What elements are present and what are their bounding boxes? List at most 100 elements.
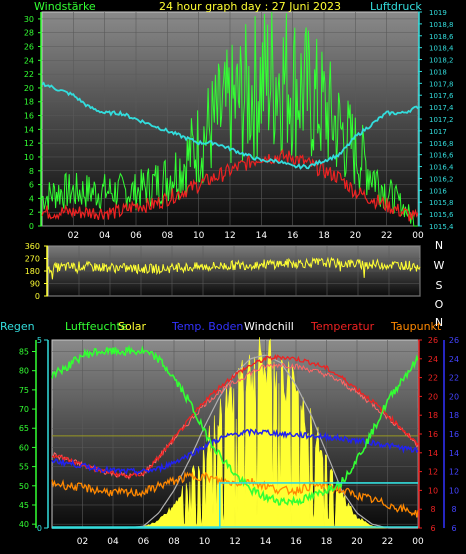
- y-tick-label: 18: [24, 98, 34, 107]
- legend-temp-boden: Temp. Boden: [171, 320, 243, 333]
- soil-temp-tick-label: 10: [449, 486, 459, 495]
- y2-tick-label: 1016,6: [429, 152, 454, 160]
- temp-tick-label: 14: [428, 449, 438, 458]
- x-tick-label: 00: [412, 537, 424, 547]
- x-tick-label: 22: [381, 231, 392, 241]
- legend-regen: Regen: [0, 320, 35, 333]
- compass-letter: N: [435, 316, 443, 329]
- x-tick-label: 20: [350, 231, 362, 241]
- y2-tick-label: 1018,2: [429, 57, 454, 65]
- temp-tick-label: 24: [428, 355, 438, 364]
- x-tick-label: 02: [77, 537, 88, 547]
- legend-solar: Solar: [118, 320, 147, 333]
- wind-direction-series: [47, 256, 421, 280]
- x-tick-label: 16: [290, 537, 302, 547]
- hum-tick-label: 55: [19, 463, 29, 472]
- soil-temp-tick-label: 18: [449, 411, 459, 420]
- compass-letter: W: [434, 259, 445, 272]
- rain-tick-label: 0: [37, 524, 42, 533]
- hum-tick-label: 75: [19, 386, 29, 395]
- x-tick-label: 00: [412, 231, 424, 241]
- wind-avg-line: [41, 148, 419, 222]
- y-tick-label: 10: [24, 153, 34, 162]
- y2-tick-label: 1017,6: [429, 92, 454, 100]
- legend-windchill: Windchill: [244, 320, 294, 333]
- y2-tick-label: 1015,6: [429, 211, 454, 219]
- y-tick-label: 8: [29, 167, 34, 176]
- y2-tick-label: 1017: [429, 128, 447, 136]
- y2-tick-label: 1016,8: [429, 140, 454, 148]
- hum-tick-label: 85: [19, 348, 29, 357]
- temp-tick-label: 6: [430, 524, 435, 533]
- luftdruck-label: Luftdruck: [370, 0, 422, 13]
- y-tick-label: 180: [25, 267, 40, 276]
- x-tick-label: 06: [130, 231, 142, 241]
- temp-tick-label: 22: [428, 374, 438, 383]
- x-tick-label: 22: [382, 537, 393, 547]
- x-tick-label: 08: [162, 231, 174, 241]
- y2-tick-label: 1015,4: [429, 223, 454, 231]
- temp-tick-label: 20: [428, 392, 438, 401]
- y-tick-label: 6: [29, 181, 34, 190]
- soil-temp-tick-label: 26: [449, 336, 459, 345]
- x-tick-label: 16: [287, 231, 299, 241]
- y-tick-label: 30: [24, 15, 34, 24]
- hum-tick-label: 40: [19, 520, 29, 529]
- soil-temp-tick-label: 12: [449, 468, 459, 477]
- temp-tick-label: 12: [428, 468, 438, 477]
- y-tick-label: 90: [30, 280, 40, 289]
- temp-tick-label: 26: [428, 336, 438, 345]
- rain-tick-label: 5: [37, 336, 42, 345]
- hum-tick-label: 50: [19, 482, 29, 491]
- climate-series: [51, 336, 419, 529]
- soil-temp-line: [51, 428, 419, 476]
- soil-temp-tick-label: 24: [449, 355, 459, 364]
- temperature-line: [51, 354, 419, 479]
- y-tick-label: 12: [24, 139, 34, 148]
- hum-tick-label: 60: [19, 443, 29, 452]
- x-tick-label: 14: [260, 537, 272, 547]
- windstaerke-label: Windstärke: [34, 0, 96, 13]
- x-tick-label: 20: [351, 537, 363, 547]
- temp-tick-label: 16: [428, 430, 438, 439]
- compass-letter: S: [436, 279, 443, 292]
- temp-tick-label: 10: [428, 486, 438, 495]
- y-tick-label: 22: [24, 70, 34, 79]
- y2-tick-label: 1017,8: [429, 80, 454, 88]
- y2-tick-label: 1018,6: [429, 33, 454, 41]
- compass-letter: O: [435, 298, 444, 311]
- soil-temp-tick-label: 20: [449, 392, 459, 401]
- hum-tick-label: 70: [19, 405, 29, 414]
- hum-tick-label: 45: [19, 501, 29, 510]
- soil-temp-tick-label: 16: [449, 430, 459, 439]
- x-tick-label: 12: [229, 537, 240, 547]
- soil-temp-tick-label: 22: [449, 374, 459, 383]
- y-tick-label: 2: [29, 208, 34, 217]
- soil-temp-tick-label: 8: [451, 505, 456, 514]
- x-tick-label: 06: [138, 537, 150, 547]
- y2-tick-label: 1018,4: [429, 45, 454, 53]
- x-tick-label: 12: [224, 231, 235, 241]
- y-tick-label: 20: [24, 84, 34, 93]
- x-tick-label: 18: [321, 537, 333, 547]
- soil-temp-tick-label: 6: [451, 524, 456, 533]
- y2-tick-label: 1018,8: [429, 21, 454, 29]
- humidity-line: [51, 344, 419, 507]
- wind-pressure-axes: 02 04 06 08 10 12 14 16 18 20 22 000246810121416182…: [24, 9, 454, 241]
- y-tick-label: 14: [24, 125, 34, 134]
- chart-title: 24 hour graph day : 27 Juni 2023: [159, 0, 341, 13]
- y2-tick-label: 1019: [429, 9, 447, 17]
- y-tick-label: 0: [35, 292, 40, 301]
- y2-tick-label: 1015,8: [429, 199, 454, 207]
- y-tick-label: 16: [24, 112, 34, 121]
- temp-tick-label: 8: [430, 505, 435, 514]
- y2-tick-label: 1017,2: [429, 116, 454, 124]
- legend-taupunkt: Taupunkt: [390, 320, 442, 333]
- y2-tick-label: 1016,4: [429, 164, 454, 172]
- x-tick-label: 08: [168, 537, 180, 547]
- x-tick-label: 10: [199, 537, 211, 547]
- rain-day-line: [52, 482, 418, 529]
- y-tick-label: 24: [24, 56, 34, 65]
